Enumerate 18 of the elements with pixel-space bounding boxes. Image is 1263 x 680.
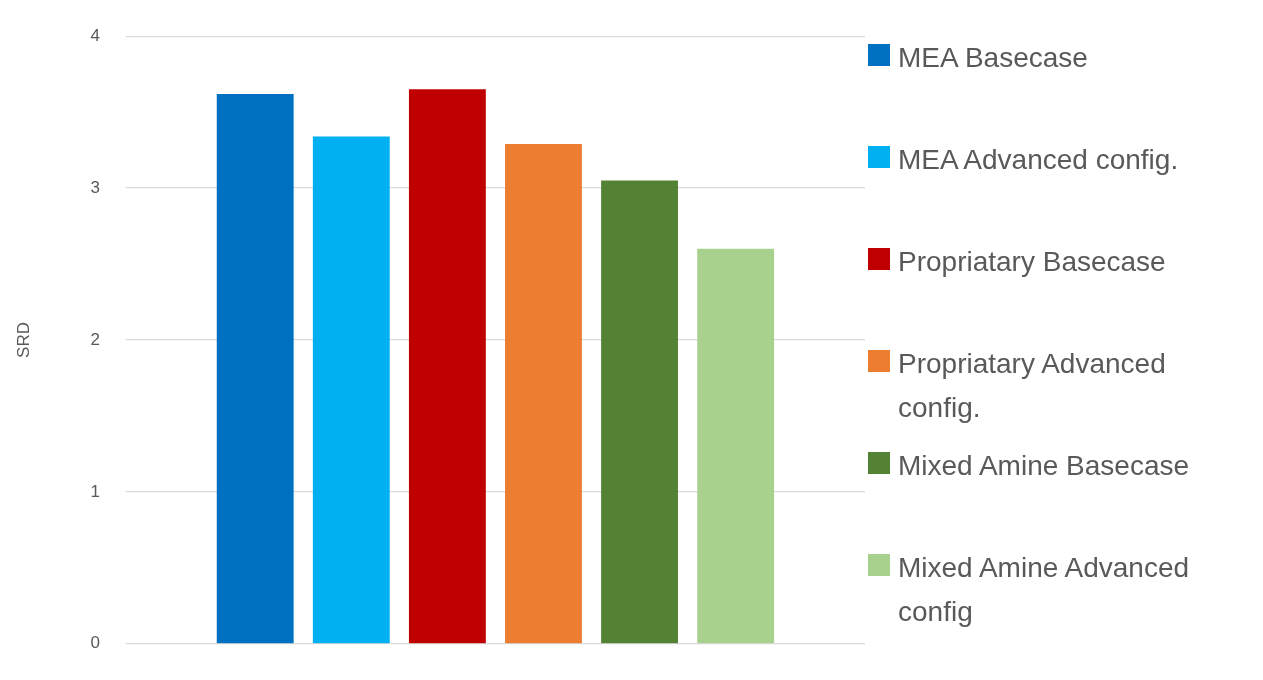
- y-tick-label: 0: [90, 633, 100, 653]
- legend-label: Propriatary Advanced config.: [898, 347, 1167, 425]
- bar: [216, 93, 294, 644]
- legend-label: MEA Basecase: [898, 41, 1088, 75]
- bar: [601, 180, 678, 644]
- legend-label: MEA Advanced config.: [898, 143, 1179, 177]
- y-tick-label: 2: [90, 329, 100, 349]
- bar: [697, 248, 775, 644]
- legend-label: Mixed Amine Basecase: [898, 449, 1190, 483]
- bar: [505, 144, 582, 644]
- bar: [408, 89, 486, 644]
- bar: [312, 136, 390, 644]
- y-tick-label: 3: [90, 177, 100, 197]
- y-tick-label: 1: [90, 481, 100, 501]
- y-tick-label: 4: [90, 25, 100, 45]
- y-axis-title: SRD: [13, 322, 33, 358]
- legend-label: Mixed Amine Advanced config: [898, 551, 1191, 629]
- legend-label: Propriatary Basecase: [898, 245, 1166, 279]
